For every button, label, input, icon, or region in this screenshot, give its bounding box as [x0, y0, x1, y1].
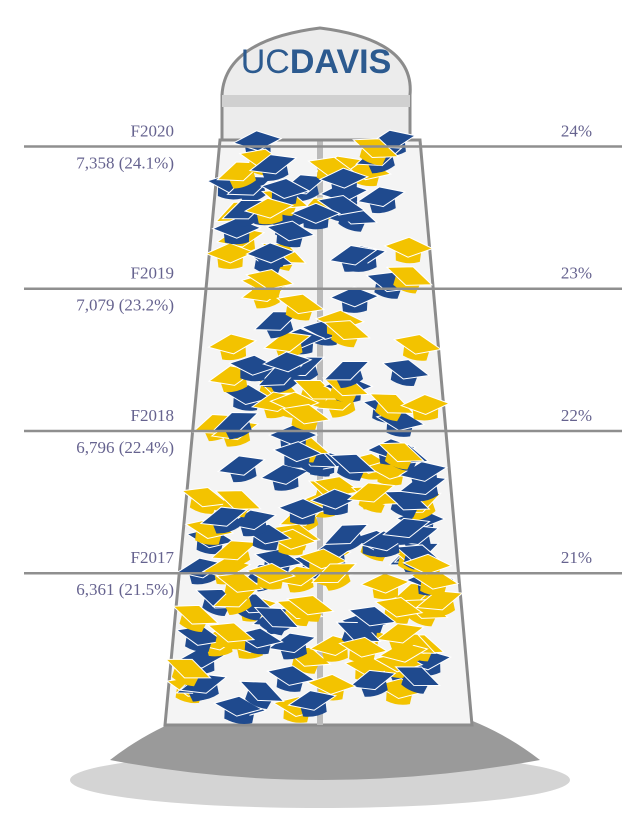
- logo: UCDAVIS: [241, 43, 392, 81]
- count-label: 6,796 (22.4%): [76, 438, 174, 457]
- level-label: 22%: [561, 406, 592, 425]
- count-label: 7,358 (24.1%): [76, 153, 174, 172]
- level-label: 23%: [561, 264, 592, 283]
- year-label: F2020: [131, 121, 174, 140]
- count-label: 7,079 (23.2%): [76, 296, 174, 315]
- tank-band: [222, 95, 410, 107]
- infographic: UCDAVIS 21% F2017 6,361 (21.5%) 22% F2018 6,7…: [0, 0, 624, 815]
- count-label: 6,361 (21.5%): [76, 580, 174, 599]
- year-label: F2017: [131, 548, 175, 567]
- level-label: 24%: [561, 121, 592, 140]
- year-label: F2018: [131, 406, 174, 425]
- logo-davis: DAVIS: [290, 43, 391, 81]
- logo-uc: UC: [241, 43, 290, 81]
- level-label: 21%: [561, 548, 592, 567]
- year-label: F2019: [131, 264, 174, 283]
